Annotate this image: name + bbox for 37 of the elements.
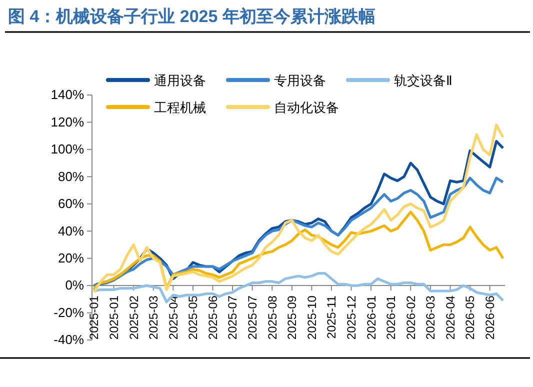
x-tick-label: 2026-04 — [443, 295, 458, 340]
x-tick-label: 2025-04 — [166, 295, 180, 340]
x-tick-label: 2025-01 — [106, 295, 121, 340]
legend-label: 轨交设备Ⅱ — [394, 73, 452, 88]
x-tick-label: 2026-01 — [384, 295, 398, 340]
legend-label: 工程机械 — [154, 100, 206, 115]
x-tick-label: 2026-06 — [483, 295, 498, 340]
y-tick-label: 60% — [58, 196, 84, 212]
x-tick-label: 2025-07 — [226, 295, 240, 340]
y-tick-label: 140% — [50, 87, 84, 102]
legend-label: 通用设备 — [154, 73, 206, 88]
x-tick-label: 2026-01 — [364, 295, 378, 340]
x-tick-label: 2025-02 — [126, 295, 141, 340]
x-tick-label: 2025-07 — [246, 295, 260, 340]
x-tick-label: 2026-02 — [404, 295, 418, 340]
x-tick-label: 2025-12 — [344, 295, 358, 340]
y-tick-label: 20% — [58, 250, 84, 266]
y-tick-label: 40% — [58, 223, 84, 238]
x-tick-label: 2025-06 — [206, 295, 220, 340]
x-tick-label: 2025-01 — [87, 295, 102, 340]
x-tick-label: 2025-10 — [304, 295, 319, 340]
x-tick-label: 2025-09 — [285, 295, 300, 340]
y-tick-label: -20% — [54, 304, 84, 320]
y-tick-label: 0% — [65, 278, 84, 293]
legend-label: 自动化设备 — [274, 100, 339, 115]
x-tick-label: 2026-03 — [424, 295, 438, 340]
x-tick-label: 2025-05 — [186, 295, 200, 340]
x-tick-label: 2025-11 — [324, 295, 339, 339]
x-tick-label: 2026-05 — [463, 295, 478, 340]
chart-title: 图 4：机械设备子行业 2025 年初至今累计涨跌幅 — [8, 7, 376, 26]
y-tick-label: 120% — [50, 114, 84, 130]
legend-label: 专用设备 — [274, 73, 326, 88]
y-tick-label: -40% — [54, 332, 84, 348]
y-tick-label: 100% — [50, 142, 84, 157]
x-tick-label: 2025-08 — [265, 295, 280, 340]
x-tick-label: 2025-03 — [146, 295, 161, 340]
y-tick-label: 80% — [58, 168, 84, 184]
